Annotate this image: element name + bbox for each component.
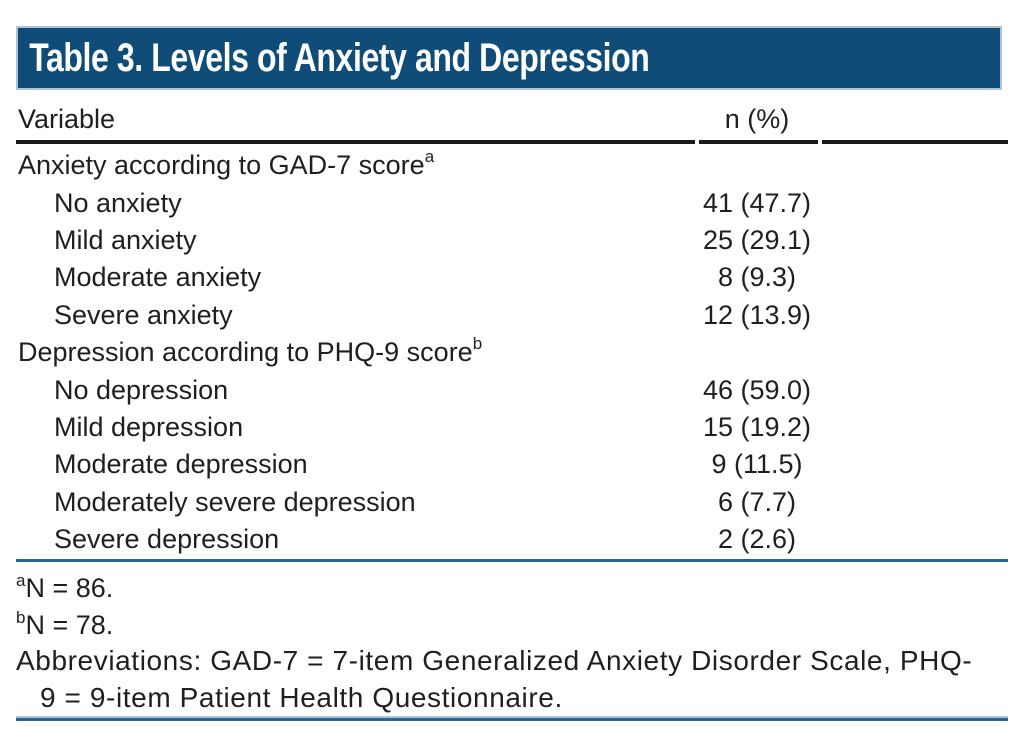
table-row: Anxiety according to GAD-7 scorea bbox=[16, 147, 1008, 184]
row-label-text: Moderate depression bbox=[54, 449, 308, 480]
footnote-a-text: N = 86. bbox=[25, 573, 114, 603]
table-row: No anxiety 41 (47.7) bbox=[16, 184, 1008, 221]
column-header-variable: Variable bbox=[18, 103, 116, 134]
abbreviations-line-2: 9 = 9-item Patient Health Questionnaire. bbox=[40, 681, 563, 713]
row-value: 8 (9.3) bbox=[717, 262, 797, 293]
row-value: 41 (47.7) bbox=[702, 187, 812, 218]
figure-bottom-rule bbox=[16, 716, 1008, 721]
table-body: Anxiety according to GAD-7 scorea No anx… bbox=[16, 147, 1008, 558]
footnote-b-superscript: b bbox=[16, 607, 26, 627]
row-label: Mild anxiety bbox=[16, 225, 697, 256]
column-header-n-pct: n (%) bbox=[724, 103, 790, 134]
table-column-header-row: Variable n (%) bbox=[16, 99, 1008, 139]
header-rule-divider bbox=[16, 140, 1008, 144]
row-label: Depression according to PHQ-9 scoreb bbox=[16, 334, 697, 368]
row-label-text: Moderately severe depression bbox=[54, 486, 416, 517]
table-row: Moderate anxiety 8 (9.3) bbox=[16, 259, 1008, 296]
row-label: Mild depression bbox=[16, 412, 697, 443]
row-label: Anxiety according to GAD-7 scorea bbox=[16, 147, 697, 181]
row-label-text: No anxiety bbox=[54, 187, 182, 218]
footnote-a-superscript: a bbox=[16, 571, 26, 590]
table-title-bar: Table 3. Levels of Anxiety and Depressio… bbox=[16, 26, 1002, 90]
row-label-superscript: a bbox=[424, 147, 435, 167]
row-value: 46 (59.0) bbox=[702, 374, 812, 405]
table-row: Mild depression 15 (19.2) bbox=[16, 409, 1008, 446]
table-bottom-rule bbox=[16, 559, 1008, 562]
row-label: Severe depression bbox=[16, 524, 697, 555]
row-label: No anxiety bbox=[16, 188, 697, 219]
row-label: Moderately severe depression bbox=[16, 487, 697, 518]
row-label-text: Depression according to PHQ-9 score bbox=[18, 337, 473, 368]
row-value: 6 (7.7) bbox=[717, 486, 797, 517]
table-row: No depression 46 (59.0) bbox=[16, 371, 1008, 408]
table-row: Severe depression 2 (2.6) bbox=[16, 521, 1008, 558]
row-value: 12 (13.9) bbox=[702, 299, 812, 330]
footnotes: aN = 86. bN = 78. Abbreviations: GAD-7 =… bbox=[16, 570, 1008, 716]
table-title: Table 3. Levels of Anxiety and Depressio… bbox=[29, 35, 650, 80]
row-label: Moderate anxiety bbox=[16, 262, 697, 293]
table-row: Moderately severe depression 6 (7.7) bbox=[16, 484, 1008, 521]
row-label: Moderate depression bbox=[16, 449, 697, 480]
row-label-text: Mild depression bbox=[54, 411, 244, 442]
row-label-text: Severe depression bbox=[54, 524, 280, 555]
row-label-text: Anxiety according to GAD-7 score bbox=[18, 150, 425, 181]
row-label-text: No depression bbox=[54, 374, 229, 405]
table-row: Mild anxiety 25 (29.1) bbox=[16, 222, 1008, 259]
table-row: Moderate depression 9 (11.5) bbox=[16, 446, 1008, 483]
row-value: 15 (19.2) bbox=[702, 411, 812, 442]
row-value: 25 (29.1) bbox=[702, 224, 812, 255]
row-label-text: Mild anxiety bbox=[54, 224, 197, 255]
footnote-a: aN = 86. bbox=[16, 570, 1008, 607]
row-value: 9 (11.5) bbox=[711, 449, 803, 480]
footnote-b-text: N = 78. bbox=[25, 609, 114, 640]
row-label: No depression bbox=[16, 375, 697, 406]
abbreviations-line-1: Abbreviations: GAD-7 = 7-item Generalize… bbox=[16, 645, 973, 676]
row-label-text: Moderate anxiety bbox=[54, 262, 262, 293]
table-row: Severe anxiety 12 (13.9) bbox=[16, 297, 1008, 334]
row-value: 2 (2.6) bbox=[717, 524, 797, 555]
footnote-b: bN = 78. bbox=[16, 607, 1008, 644]
row-label-superscript: b bbox=[472, 334, 483, 354]
row-label: Severe anxiety bbox=[16, 300, 697, 331]
row-label-text: Severe anxiety bbox=[54, 299, 233, 330]
table-row: Depression according to PHQ-9 scoreb bbox=[16, 334, 1008, 371]
